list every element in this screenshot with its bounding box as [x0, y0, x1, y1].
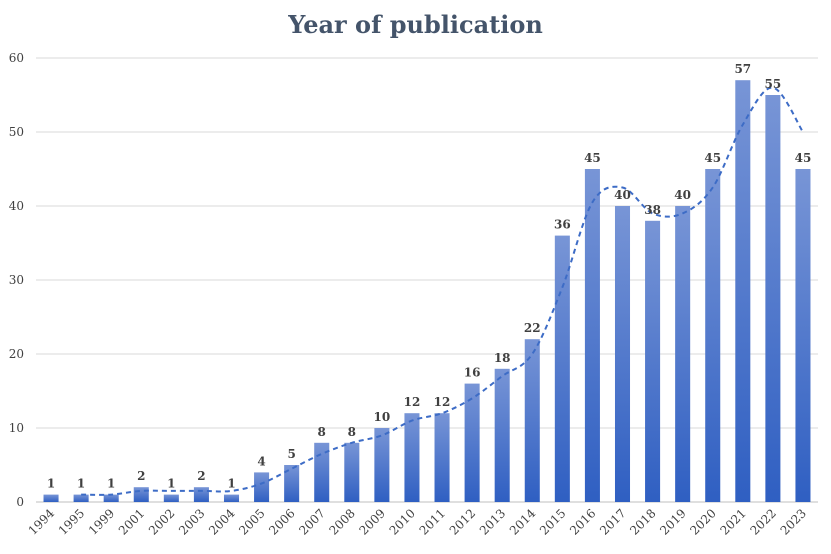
x-tick-label-2018: 2018 — [627, 506, 658, 537]
bar-2007 — [314, 442, 330, 502]
trendline — [81, 86, 804, 496]
x-tick-label-1995: 1995 — [56, 506, 87, 537]
x-tick-label-2003: 2003 — [176, 506, 207, 537]
bar-2022 — [765, 95, 781, 502]
trendline-path — [81, 86, 804, 496]
y-axis: 0 10 20 30 40 50 60 — [9, 51, 24, 509]
bar-1995 — [73, 494, 89, 502]
bar-2002 — [163, 494, 179, 502]
bar-2020 — [705, 169, 721, 502]
x-tick-label-2023: 2023 — [778, 506, 809, 537]
bar-2015 — [554, 235, 570, 502]
bar-2011 — [434, 413, 450, 502]
y-tick-label: 30 — [9, 273, 24, 287]
data-label-2003: 2 — [197, 469, 205, 483]
bar-1999 — [103, 494, 119, 502]
data-label-1999: 1 — [107, 477, 115, 491]
x-tick-label-2002: 2002 — [146, 506, 177, 537]
bar-1994 — [43, 494, 59, 502]
gridlines — [36, 57, 818, 503]
x-tick-label-2014: 2014 — [507, 506, 539, 538]
data-label-2012: 16 — [464, 366, 481, 380]
bar-2013 — [494, 368, 510, 502]
data-label-2002: 1 — [167, 477, 175, 491]
x-tick-label-2022: 2022 — [748, 506, 779, 537]
x-tick-label-2010: 2010 — [387, 506, 418, 537]
data-label-2019: 40 — [674, 188, 691, 202]
bar-2004 — [223, 494, 240, 502]
bar-2014 — [524, 339, 540, 502]
data-label-1995: 1 — [77, 477, 85, 491]
x-tick-label-2021: 2021 — [717, 506, 748, 537]
x-tick-label-2004: 2004 — [206, 506, 238, 538]
x-tick-label-2017: 2017 — [597, 506, 628, 537]
data-label-1994: 1 — [47, 477, 55, 491]
y-tick-label: 60 — [9, 51, 24, 65]
x-tick-label-1994: 1994 — [26, 506, 58, 538]
x-tick-label-2011: 2011 — [417, 506, 448, 537]
x-tick-label-2012: 2012 — [447, 506, 478, 537]
bar-2019 — [675, 206, 691, 502]
x-tick-label-2019: 2019 — [657, 506, 688, 537]
bar-2017 — [614, 206, 631, 502]
bar-2012 — [464, 383, 480, 502]
bar-2005 — [254, 472, 270, 502]
bar-2008 — [344, 442, 360, 502]
x-tick-label-2006: 2006 — [266, 506, 297, 537]
x-tick-label-2001: 2001 — [116, 506, 147, 537]
y-tick-label: 0 — [16, 495, 24, 509]
data-label-2013: 18 — [494, 351, 511, 365]
data-label-2020: 45 — [704, 151, 721, 165]
x-tick-label-2008: 2008 — [326, 506, 357, 537]
x-tick-label-1999: 1999 — [86, 506, 117, 537]
data-label-2010: 12 — [404, 395, 421, 409]
y-tick-label: 50 — [9, 125, 24, 139]
data-label-2001: 2 — [137, 469, 145, 483]
data-label-2017: 40 — [614, 188, 631, 202]
data-label-2021: 57 — [734, 62, 751, 76]
data-label-2006: 5 — [287, 447, 295, 461]
bars — [43, 80, 811, 503]
bar-2001 — [133, 487, 149, 502]
chart-title: Year of publication — [288, 10, 543, 39]
y-tick-label: 10 — [9, 421, 24, 435]
data-label-2008: 8 — [348, 425, 356, 439]
x-tick-label-2005: 2005 — [236, 506, 267, 537]
bar-2010 — [404, 413, 420, 502]
y-tick-label: 40 — [9, 199, 24, 213]
bar-2021 — [735, 80, 751, 502]
data-label-2022: 55 — [765, 77, 782, 91]
bar-2016 — [584, 169, 600, 502]
data-label-2016: 45 — [584, 151, 601, 165]
data-label-2014: 22 — [524, 321, 541, 335]
bar-2018 — [645, 220, 661, 503]
data-label-2023: 45 — [795, 151, 812, 165]
x-tick-label-2020: 2020 — [687, 506, 718, 537]
data-label-2009: 10 — [374, 410, 391, 424]
x-tick-label-2009: 2009 — [357, 506, 388, 537]
x-tick-label-2007: 2007 — [296, 506, 327, 537]
data-label-2015: 36 — [554, 218, 571, 232]
data-label-2004: 1 — [227, 477, 235, 491]
x-axis: 1994199519992001200220032004200520062007… — [26, 506, 809, 538]
data-label-2018: 38 — [644, 203, 661, 217]
x-tick-label-2013: 2013 — [477, 506, 508, 537]
y-tick-label: 20 — [9, 347, 24, 361]
bar-2009 — [374, 428, 390, 502]
x-tick-label-2016: 2016 — [567, 506, 598, 537]
x-tick-label-2015: 2015 — [537, 506, 568, 537]
data-label-2005: 4 — [257, 454, 265, 468]
bar-2023 — [795, 169, 811, 502]
data-label-2011: 12 — [434, 395, 451, 409]
bar-2003 — [193, 487, 209, 502]
bar-2006 — [284, 465, 300, 502]
data-label-2007: 8 — [318, 425, 326, 439]
